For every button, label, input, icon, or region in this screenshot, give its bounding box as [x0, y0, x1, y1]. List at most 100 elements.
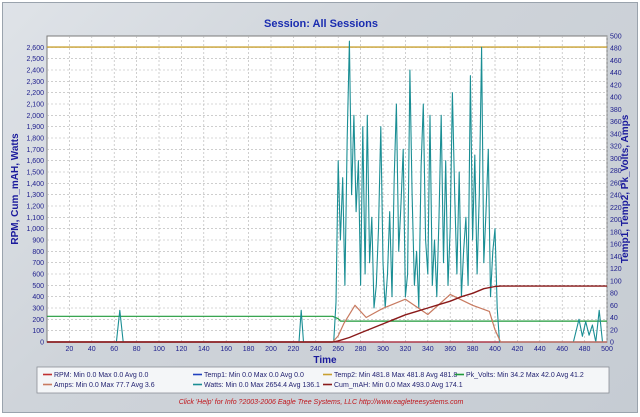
legend-entry-temp2: Temp2: Min 481.8 Max 481.8 Avg 481.8 [334, 372, 457, 379]
x-tick-label: 400 [489, 346, 501, 353]
y-right-tick-label: 460 [610, 58, 622, 65]
chart-svg: Session: All Sessions 20 40 60 80 100 120 140 1… [10, 18, 631, 406]
y-right-tick-label: 160 [610, 242, 622, 249]
y-axis-left-label: RPM, Cum_mAH, Watts [10, 133, 21, 245]
y-right-tick-label: 480 [610, 46, 622, 53]
y-right-tick-label: 100 [610, 278, 622, 285]
series-line-pk_volts [47, 315, 607, 322]
y-right-tick-label: 340 [610, 131, 622, 138]
y-right-tick-label: 200 [610, 217, 622, 224]
grid [47, 36, 608, 343]
y-right-tick-label: 40 [610, 315, 618, 322]
x-tick-label: 420 [512, 346, 524, 353]
x-tick-label: 380 [467, 346, 479, 353]
x-tick-label: 100 [153, 346, 165, 353]
y-left-tick-label: 1,000 [26, 226, 44, 233]
series-line-watts [47, 40, 607, 343]
y-right-tick-label: 120 [610, 266, 622, 273]
y-right-tick-label: 380 [610, 107, 622, 114]
x-tick-label: 320 [400, 346, 412, 353]
y-left-tick-label: 800 [32, 249, 44, 256]
series-line-cum_mah [47, 285, 607, 343]
x-tick-label: 60 [110, 346, 118, 353]
legend-entry-amps: Amps: Min 0.0 Max 77.7 Avg 3.6 [54, 382, 155, 389]
x-tick-label: 280 [355, 346, 367, 353]
y-left-tick-label: 400 [32, 294, 44, 301]
y-left-tick-label: 1,100 [26, 215, 44, 222]
x-tick-label: 40 [88, 346, 96, 353]
y-right-tick-label: 140 [610, 254, 622, 261]
y-left-tick-label: 1,300 [26, 192, 44, 199]
x-axis-label: Time [313, 355, 337, 366]
legend: RPM: Min 0.0 Max 0.0 Avg 0.0 Temp1: Min 0… [43, 372, 584, 389]
x-tick-label: 360 [444, 346, 456, 353]
y-left-tick-label: 1,500 [26, 170, 44, 177]
x-tick-label: 300 [377, 346, 389, 353]
y-left-tick-label: 600 [32, 272, 44, 279]
x-tick-label: 200 [265, 346, 277, 353]
y-right-tick-label: 420 [610, 82, 622, 89]
x-tick-label: 80 [133, 346, 141, 353]
x-tick-label: 460 [556, 346, 568, 353]
y-left-tick-label: 300 [32, 306, 44, 313]
series-line-amps [47, 293, 607, 343]
x-tick-label: 240 [310, 346, 322, 353]
legend-entry-pk_volts: Pk_Volts: Min 34.2 Max 42.0 Avg 41.2 [466, 372, 584, 379]
x-tick-label: 140 [198, 346, 210, 353]
y-left-tick-label: 1,600 [26, 158, 44, 165]
legend-entry-watts: Watts: Min 0.0 Max 2654.4 Avg 136.1 [204, 382, 320, 389]
y-left-tick-label: 2,000 [26, 113, 44, 120]
y-left-tick-label: 1,700 [26, 147, 44, 154]
y-left-tick-label: 900 [32, 238, 44, 245]
y-left-tick-label: 2,100 [26, 102, 44, 109]
x-tick-label: 500 [601, 346, 613, 353]
legend-entry-cum_mah: Cum_mAH: Min 0.0 Max 493.0 Avg 174.1 [334, 382, 463, 389]
y-left-tick-label: 200 [32, 317, 44, 324]
y-axis-right-label: Temp1, Temp2, Pk_Volts, Amps [620, 114, 631, 263]
y-left-tick-label: 1,200 [26, 204, 44, 211]
x-tick-label: 160 [220, 346, 232, 353]
y-right-tick-label: 280 [610, 168, 622, 175]
y-right-tick-label: 60 [610, 303, 618, 310]
y-right-tick-label: 180 [610, 229, 622, 236]
y-right-tick-label: 320 [610, 144, 622, 151]
plot-area [46, 35, 608, 343]
y-left-tick-label: 0 [40, 340, 44, 347]
x-tick-label: 260 [332, 346, 344, 353]
series-layer [47, 40, 607, 343]
y-right-tick-label: 20 [610, 327, 618, 334]
y-left-tick-label: 100 [32, 328, 44, 335]
y-right-tick-label: 220 [610, 205, 622, 212]
legend-entry-rpm: RPM: Min 0.0 Max 0.0 Avg 0.0 [54, 372, 149, 379]
y-left-tick-label: 2,500 [26, 56, 44, 63]
x-tick-label: 180 [243, 346, 255, 353]
x-tick-label: 120 [176, 346, 188, 353]
y-right-tick-label: 300 [610, 156, 622, 163]
y-left-tick-label: 1,900 [26, 124, 44, 131]
x-tick-label: 440 [534, 346, 546, 353]
x-tick-label: 220 [288, 346, 300, 353]
y-left-tick-label: 1,400 [26, 181, 44, 188]
y-right-tick-label: 0 [610, 340, 614, 347]
legend-entry-temp1: Temp1: Min 0.0 Max 0.0 Avg 0.0 [204, 372, 304, 379]
y-left-tick-label: 500 [32, 283, 44, 290]
x-tick-label: 340 [422, 346, 434, 353]
x-tick-label: 480 [579, 346, 591, 353]
footer-text: Click 'Help' for Info ?2003-2006 Eagle T… [179, 399, 464, 406]
y-right-tick-label: 400 [610, 95, 622, 102]
chart-frame: Session: All Sessions 20 40 60 80 100 120 140 1… [2, 2, 638, 413]
y-right-tick-label: 240 [610, 193, 622, 200]
legend-box [36, 366, 610, 394]
chart-title: Session: All Sessions [264, 18, 378, 30]
y-right-tick-label: 360 [610, 119, 622, 126]
y-left-tick-label: 2,600 [26, 45, 44, 52]
y-left-tick-label: 2,400 [26, 68, 44, 75]
y-left-tick-label: 1,800 [26, 136, 44, 143]
y-left-tick-label: 2,200 [26, 90, 44, 97]
y-left-tick-label: 700 [32, 260, 44, 267]
tick-labels: 20 40 60 80 100 120 140 160 180 200 220 240 260 280 30… [26, 34, 621, 354]
y-right-tick-label: 440 [610, 70, 622, 77]
y-right-tick-label: 80 [610, 291, 618, 298]
y-right-tick-label: 500 [610, 34, 622, 41]
x-tick-label: 20 [66, 346, 74, 353]
